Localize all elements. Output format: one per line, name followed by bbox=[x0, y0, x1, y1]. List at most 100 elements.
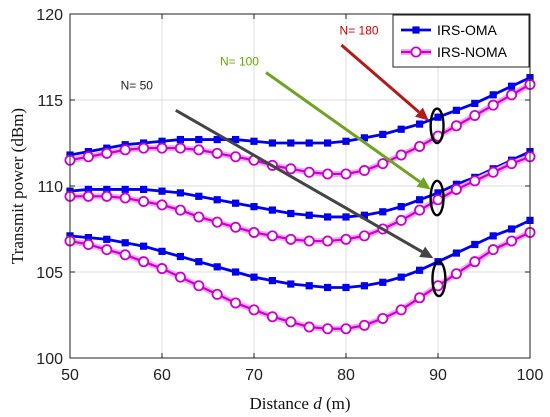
data-point bbox=[285, 316, 297, 328]
data-point bbox=[377, 158, 389, 170]
data-point bbox=[452, 249, 460, 257]
data-point bbox=[84, 185, 92, 194]
x-axis-label-unit: (m) bbox=[322, 394, 351, 413]
data-point bbox=[250, 137, 258, 145]
y-axis-label: Transmit power (dBm) bbox=[8, 108, 27, 264]
data-point bbox=[248, 304, 260, 316]
data-point bbox=[158, 137, 166, 145]
legend-label: IRS-OMA bbox=[437, 22, 498, 38]
data-point bbox=[358, 165, 370, 177]
x-tick-label: 80 bbox=[337, 367, 355, 384]
annotation-arrow-shaft bbox=[265, 71, 421, 184]
data-point bbox=[506, 89, 518, 101]
data-point bbox=[176, 252, 184, 261]
data-point bbox=[397, 125, 405, 133]
y-tick-label: 110 bbox=[37, 179, 63, 196]
data-point bbox=[211, 288, 223, 300]
data-point bbox=[193, 211, 205, 223]
data-point bbox=[358, 230, 370, 242]
y-tick-label: 105 bbox=[36, 265, 63, 282]
data-point bbox=[379, 208, 387, 216]
data-point bbox=[342, 283, 350, 292]
series-irs-oma-50 bbox=[66, 216, 534, 292]
data-point bbox=[469, 256, 481, 268]
data-point bbox=[450, 268, 462, 280]
data-point bbox=[324, 139, 332, 147]
data-point bbox=[342, 137, 350, 145]
data-point bbox=[156, 263, 168, 275]
data-point bbox=[211, 147, 223, 159]
data-point bbox=[138, 256, 150, 268]
annotation-100: N= 100 bbox=[220, 55, 431, 190]
data-point bbox=[395, 214, 407, 226]
annotation-arrow-head bbox=[419, 246, 434, 259]
legend-marker bbox=[410, 46, 422, 58]
data-point bbox=[395, 304, 407, 316]
annotation-layer: N= 180 N= 100 N= 50 bbox=[121, 24, 447, 298]
data-point bbox=[508, 82, 516, 90]
legend-item-irs-noma: IRS-NOMA bbox=[401, 44, 508, 60]
annotation-arrow-head bbox=[415, 107, 429, 121]
data-point bbox=[489, 91, 497, 99]
data-point bbox=[322, 235, 334, 247]
data-point bbox=[358, 319, 370, 331]
data-point bbox=[213, 196, 221, 204]
data-point bbox=[379, 278, 387, 286]
data-point bbox=[101, 244, 113, 256]
data-point bbox=[397, 203, 405, 211]
series-irs-noma-100 bbox=[64, 151, 536, 247]
data-point bbox=[195, 135, 203, 144]
legend-item-irs-oma: IRS-OMA bbox=[401, 22, 498, 38]
data-point bbox=[487, 244, 499, 256]
data-point bbox=[176, 135, 184, 144]
series-line bbox=[69, 219, 531, 289]
data-point bbox=[469, 109, 481, 121]
x-tick-label: 60 bbox=[153, 367, 171, 384]
annotation-label: N= 50 bbox=[121, 79, 154, 93]
tick-layer: 50 60 70 80 90 100 100 105 110 115 120 bbox=[36, 7, 543, 384]
data-point bbox=[489, 232, 497, 240]
data-point bbox=[471, 99, 479, 108]
legend: IRS-OMA IRS-NOMA bbox=[392, 14, 530, 68]
annotation-arrow-shaft bbox=[340, 43, 420, 114]
data-point bbox=[340, 168, 352, 180]
y-tick-label: 115 bbox=[37, 93, 63, 110]
highlight-ellipse bbox=[429, 179, 445, 217]
data-point bbox=[250, 203, 258, 211]
data-point bbox=[416, 266, 424, 274]
legend-marker bbox=[412, 26, 420, 34]
x-axis-label: Distance d (m) bbox=[249, 394, 350, 413]
annotation-arrow-shaft bbox=[175, 109, 423, 254]
data-point bbox=[174, 271, 186, 283]
x-axis-label-prefix: Distance bbox=[249, 394, 313, 413]
legend-box bbox=[392, 14, 530, 68]
data-point bbox=[340, 233, 352, 245]
data-point bbox=[230, 151, 242, 163]
data-point bbox=[303, 235, 315, 247]
x-axis-label-variable: d bbox=[313, 394, 322, 413]
data-point bbox=[303, 166, 315, 178]
data-point bbox=[285, 163, 297, 175]
data-point bbox=[268, 139, 276, 147]
data-point bbox=[140, 242, 148, 250]
series-irs-noma-180 bbox=[64, 79, 536, 180]
data-point bbox=[103, 235, 111, 243]
data-point bbox=[84, 234, 92, 242]
data-point bbox=[156, 142, 168, 154]
data-point bbox=[250, 273, 258, 281]
data-point bbox=[416, 196, 424, 204]
data-point bbox=[138, 195, 150, 207]
data-point bbox=[195, 192, 203, 200]
data-point bbox=[416, 120, 424, 128]
y-tick-label: 120 bbox=[36, 7, 63, 24]
data-point bbox=[82, 151, 94, 163]
data-point bbox=[506, 235, 518, 247]
data-point bbox=[211, 216, 223, 228]
data-point bbox=[119, 249, 131, 261]
data-point bbox=[230, 221, 242, 233]
data-point bbox=[324, 213, 332, 221]
data-point bbox=[432, 194, 444, 206]
data-point bbox=[156, 199, 168, 211]
x-tick-label: 100 bbox=[517, 367, 544, 384]
